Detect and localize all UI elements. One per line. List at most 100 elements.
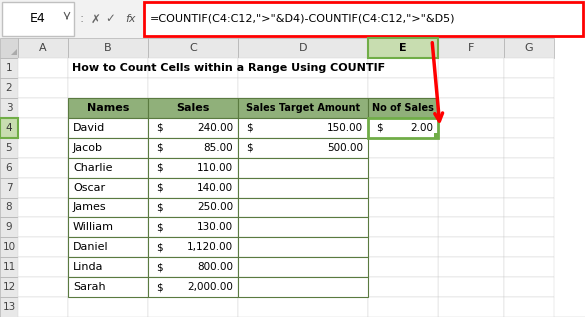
Bar: [148, 38, 238, 58]
Text: 2.00: 2.00: [410, 123, 433, 133]
Bar: [504, 98, 554, 118]
Bar: [438, 58, 504, 78]
Bar: [68, 98, 148, 118]
Bar: [0, 257, 18, 277]
Text: 250.00: 250.00: [197, 203, 233, 212]
Bar: [504, 58, 554, 78]
Text: Sarah: Sarah: [73, 282, 106, 292]
Bar: [68, 217, 148, 237]
Text: 150.00: 150.00: [327, 123, 363, 133]
Bar: [438, 118, 504, 138]
Bar: [148, 217, 238, 237]
Bar: [238, 38, 368, 58]
Polygon shape: [11, 49, 17, 55]
Bar: [438, 277, 504, 297]
Bar: [438, 217, 504, 237]
Bar: [18, 237, 68, 257]
Bar: [0, 38, 585, 316]
Bar: [238, 237, 368, 257]
Text: $: $: [376, 123, 383, 133]
Bar: [148, 297, 238, 317]
Text: 2,000.00: 2,000.00: [187, 282, 233, 292]
Bar: [504, 38, 554, 58]
Bar: [368, 98, 438, 118]
Bar: [0, 217, 18, 237]
Bar: [238, 118, 368, 138]
Text: 240.00: 240.00: [197, 123, 233, 133]
Bar: [0, 78, 18, 98]
Text: $: $: [246, 143, 253, 153]
Text: $: $: [156, 262, 163, 272]
Text: 110.00: 110.00: [197, 163, 233, 172]
Text: Linda: Linda: [73, 262, 104, 272]
Text: 140.00: 140.00: [197, 183, 233, 192]
Text: 12: 12: [2, 282, 16, 292]
Text: William: William: [73, 223, 114, 232]
Bar: [438, 38, 504, 58]
Text: 6: 6: [6, 163, 12, 172]
Text: 13: 13: [2, 302, 16, 312]
Bar: [0, 197, 18, 217]
Bar: [68, 297, 148, 317]
Bar: [504, 257, 554, 277]
Text: ✓: ✓: [105, 12, 115, 25]
Bar: [438, 138, 504, 158]
Bar: [238, 138, 368, 158]
Text: $: $: [246, 123, 253, 133]
Bar: [368, 277, 438, 297]
Bar: [238, 277, 368, 297]
Bar: [18, 38, 68, 58]
Bar: [148, 98, 238, 118]
Bar: [438, 197, 504, 217]
Bar: [438, 237, 504, 257]
Bar: [148, 158, 238, 178]
Bar: [68, 58, 148, 78]
Bar: [0, 0, 585, 38]
Bar: [434, 133, 439, 138]
Bar: [68, 277, 148, 297]
Bar: [238, 78, 368, 98]
Text: ✗: ✗: [91, 12, 101, 25]
Text: $: $: [156, 183, 163, 192]
Bar: [18, 297, 68, 317]
Bar: [0, 138, 18, 158]
Text: $: $: [156, 223, 163, 232]
Text: E: E: [399, 43, 407, 53]
Bar: [438, 98, 504, 118]
Text: 1: 1: [6, 63, 12, 73]
Bar: [148, 257, 238, 277]
Bar: [18, 197, 68, 217]
Bar: [504, 178, 554, 197]
Bar: [504, 78, 554, 98]
Bar: [68, 118, 148, 138]
Bar: [368, 257, 438, 277]
Bar: [68, 38, 148, 58]
Bar: [368, 58, 438, 78]
Bar: [238, 297, 368, 317]
Text: exceldemy: exceldemy: [276, 243, 350, 256]
Bar: [368, 118, 438, 138]
Bar: [148, 118, 238, 138]
Bar: [148, 197, 238, 217]
Bar: [238, 178, 368, 197]
Text: 5: 5: [6, 143, 12, 153]
Bar: [68, 158, 148, 178]
Bar: [238, 98, 368, 118]
Text: 2: 2: [6, 83, 12, 93]
Text: B: B: [104, 43, 112, 53]
Bar: [18, 138, 68, 158]
Bar: [438, 78, 504, 98]
Bar: [148, 138, 238, 158]
Text: 8: 8: [6, 203, 12, 212]
Text: Oscar: Oscar: [73, 183, 105, 192]
Bar: [238, 257, 368, 277]
Text: 500.00: 500.00: [327, 143, 363, 153]
Bar: [68, 237, 148, 257]
Text: 1,120.00: 1,120.00: [187, 243, 233, 252]
Bar: [0, 38, 18, 58]
Text: Names: Names: [87, 103, 129, 113]
Bar: [504, 237, 554, 257]
Bar: [18, 178, 68, 197]
Bar: [18, 98, 68, 118]
Bar: [18, 58, 68, 78]
